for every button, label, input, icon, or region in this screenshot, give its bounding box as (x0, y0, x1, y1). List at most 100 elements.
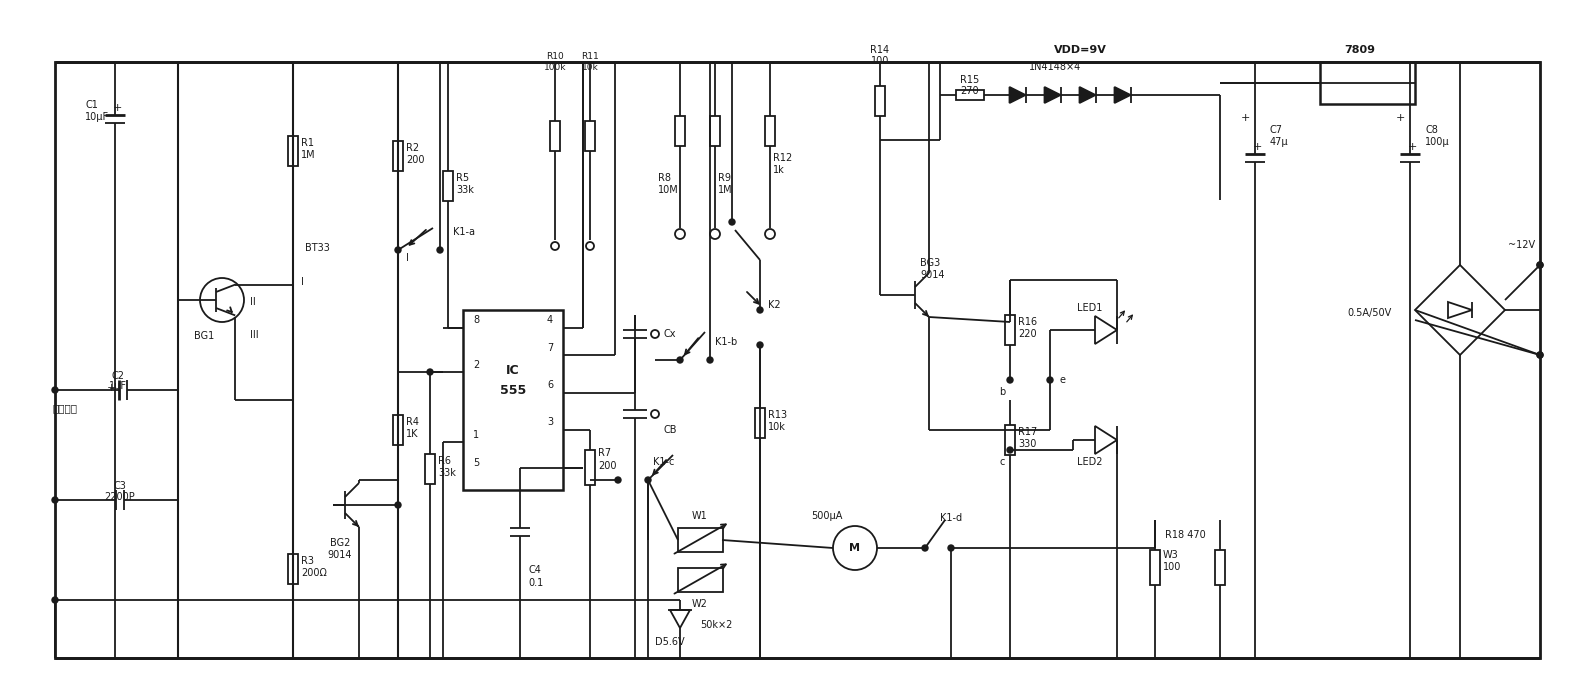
Bar (874, 86, 886, 116)
Text: 10M: 10M (659, 185, 679, 195)
Text: VDD=9V: VDD=9V (1054, 45, 1106, 55)
Text: 200: 200 (598, 461, 616, 471)
Bar (678, 568, 724, 592)
Text: R14: R14 (870, 45, 890, 55)
Circle shape (1536, 352, 1543, 358)
Text: LED2: LED2 (1078, 457, 1103, 467)
Text: R12: R12 (773, 153, 792, 163)
Circle shape (706, 357, 713, 363)
Text: R16: R16 (1017, 317, 1038, 327)
Text: K1-c: K1-c (652, 457, 674, 467)
Text: R10: R10 (546, 51, 563, 60)
Text: c: c (1000, 457, 1005, 467)
Circle shape (1047, 377, 1054, 383)
Circle shape (1536, 262, 1543, 268)
Bar (1151, 550, 1160, 585)
Text: 270: 270 (960, 86, 979, 96)
Circle shape (1008, 377, 1013, 383)
Text: R15: R15 (960, 75, 979, 85)
Circle shape (678, 357, 682, 363)
Bar (709, 116, 720, 146)
Text: b: b (998, 387, 1005, 397)
Text: K2: K2 (768, 300, 781, 310)
Text: 10μF: 10μF (86, 112, 110, 122)
Text: LED1: LED1 (1078, 303, 1103, 313)
Circle shape (922, 545, 928, 551)
Bar (1216, 550, 1225, 585)
Circle shape (52, 597, 59, 603)
Text: R18 470: R18 470 (1165, 530, 1206, 540)
Text: +: + (1241, 113, 1249, 123)
Text: 2200P: 2200P (105, 492, 135, 502)
Bar (955, 90, 984, 100)
Bar (551, 121, 560, 151)
Text: R5: R5 (455, 173, 470, 183)
Text: +: + (106, 383, 116, 393)
Text: 3: 3 (548, 417, 552, 427)
Bar (678, 528, 724, 552)
Bar (586, 450, 595, 485)
Text: 33k: 33k (455, 185, 475, 195)
Bar (1320, 62, 1416, 104)
Text: Cx: Cx (663, 329, 676, 339)
Text: 1k: 1k (773, 165, 784, 175)
Text: C8: C8 (1425, 125, 1438, 135)
Bar (765, 116, 774, 146)
Text: C3: C3 (114, 481, 127, 491)
Circle shape (52, 497, 59, 503)
Text: W2: W2 (692, 599, 708, 609)
Text: 1K: 1K (406, 429, 419, 439)
Bar (394, 415, 403, 445)
Text: 8: 8 (473, 315, 479, 325)
Text: R3: R3 (302, 556, 314, 566)
Text: R7: R7 (598, 448, 611, 458)
Circle shape (757, 342, 763, 348)
Text: +: + (1395, 113, 1404, 123)
Bar (443, 171, 452, 201)
Circle shape (1008, 447, 1013, 453)
Circle shape (728, 219, 735, 225)
Text: BG1: BG1 (194, 331, 214, 341)
Bar (1005, 425, 1016, 455)
Text: 1: 1 (473, 430, 479, 440)
Bar (674, 116, 686, 146)
Text: BG2: BG2 (330, 538, 351, 548)
Text: C4: C4 (528, 565, 541, 575)
Text: 100μ: 100μ (1425, 137, 1449, 147)
Text: 4: 4 (548, 315, 552, 325)
Text: I: I (302, 277, 303, 287)
Text: 100: 100 (1163, 562, 1181, 572)
Text: R4: R4 (406, 417, 419, 427)
Text: 6: 6 (548, 380, 552, 390)
Text: R17: R17 (1017, 427, 1038, 437)
Text: 555: 555 (500, 384, 527, 397)
Text: II: II (251, 297, 256, 307)
Text: K1-a: K1-a (452, 227, 475, 237)
Circle shape (436, 247, 443, 253)
Text: W3: W3 (1163, 550, 1179, 560)
Text: 220: 220 (1017, 329, 1036, 339)
Text: R8: R8 (659, 173, 671, 183)
Polygon shape (1114, 87, 1130, 103)
Text: 50k×2: 50k×2 (700, 620, 732, 630)
Text: 0.5A/50V: 0.5A/50V (1347, 308, 1392, 318)
Text: +: + (113, 102, 122, 113)
Circle shape (427, 369, 433, 375)
Circle shape (947, 545, 954, 551)
Text: 5: 5 (473, 458, 479, 468)
Text: W1: W1 (692, 511, 708, 521)
Text: 500μA: 500μA (811, 511, 843, 521)
Text: K1-d: K1-d (940, 513, 962, 523)
Text: R11: R11 (581, 51, 598, 60)
Polygon shape (1079, 87, 1095, 103)
Text: 330: 330 (1017, 439, 1036, 449)
Text: 1M: 1M (717, 185, 733, 195)
Text: M: M (849, 543, 860, 553)
Bar (755, 407, 765, 437)
Circle shape (616, 477, 621, 483)
Polygon shape (1044, 87, 1060, 103)
Text: +: + (1408, 142, 1417, 152)
Bar (1005, 315, 1016, 345)
Text: 1μF: 1μF (110, 381, 127, 391)
Text: 1M: 1M (302, 150, 316, 160)
